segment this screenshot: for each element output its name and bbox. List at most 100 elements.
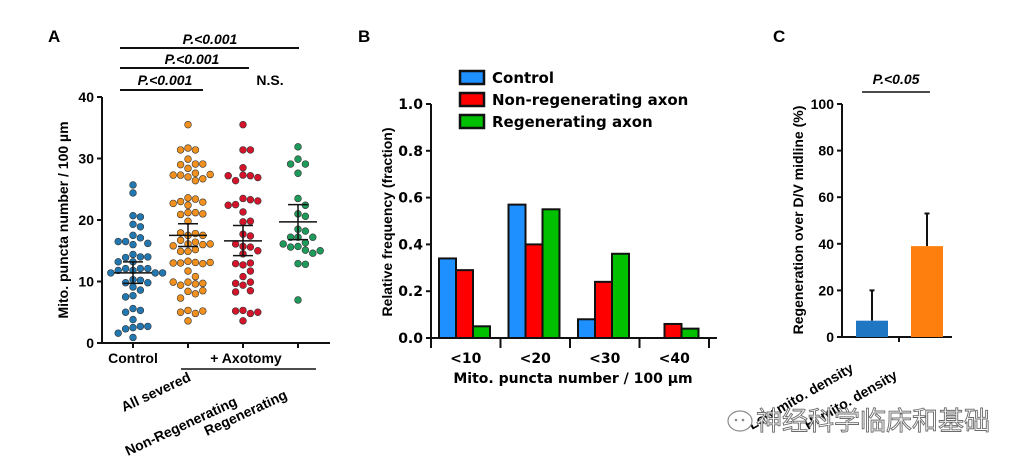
a-data-point-all-severed [184, 317, 192, 325]
a-data-point-all-severed [191, 238, 200, 246]
a-data-point-all-severed [169, 259, 177, 267]
a-data-point-non-regenerating [224, 201, 232, 209]
a-data-point-control [144, 322, 152, 331]
a-data-point-non-regenerating [254, 173, 262, 182]
a-data-point-all-severed [199, 259, 207, 268]
c-ytick-label: 60 [818, 189, 834, 205]
a-data-point-non-regenerating [246, 217, 255, 225]
a-data-point-all-severed [199, 175, 207, 183]
a-data-point-regenerating [294, 143, 302, 151]
c-bar-hi [911, 246, 943, 337]
panel-a: 0 10 20 30 40 Mito. puncta number / 100 µm P… [55, 31, 330, 459]
a-data-point-all-severed [176, 160, 185, 169]
a-data-point-all-severed [176, 308, 185, 316]
b-bar-regenerating-axon [680, 327, 700, 340]
a-data-point-regenerating [294, 169, 302, 177]
a-ytick-label: 0 [86, 335, 94, 351]
a-data-point-all-severed [206, 258, 214, 267]
a-data-point-control [114, 329, 122, 337]
a-data-point-non-regenerating [231, 288, 240, 296]
b-xtick-label: <10 [450, 351, 481, 367]
b-legend-swatch [458, 91, 486, 108]
b-bar-control [438, 257, 457, 339]
b-bar-regenerating-axon [611, 252, 630, 339]
a-data-point-regenerating [301, 227, 310, 235]
a-data-point-all-severed [176, 210, 185, 219]
a-data-point-non-regenerating [254, 247, 262, 255]
a-data-point-control [107, 269, 115, 277]
b-xtick-label: <20 [520, 351, 551, 367]
a-data-point-all-severed [184, 306, 192, 315]
a-ytick-label: 10 [78, 274, 94, 290]
a-data-point-control [136, 286, 145, 294]
a-data-point-non-regenerating [231, 259, 240, 268]
a-data-point-control [144, 279, 152, 287]
b-bar-non-regenerating-axon [455, 269, 474, 340]
panel-letter-a: A [48, 27, 60, 46]
a-data-point-control [129, 304, 137, 313]
c-ytick-label: 20 [818, 282, 834, 298]
b-bar-regenerating-axon [472, 325, 491, 339]
b-ytick-label: 0.6 [398, 191, 423, 207]
a-data-point-regenerating [301, 212, 310, 221]
a-data-point-all-severed [199, 287, 207, 295]
a-data-point-non-regenerating [231, 200, 240, 209]
a-data-point-control [136, 234, 145, 242]
a-data-point-control [129, 181, 137, 189]
b-bar-control [507, 203, 527, 339]
a-data-point-control [129, 189, 137, 197]
a-data-point-control [129, 250, 137, 259]
b-ytick-label: 0.0 [398, 331, 423, 347]
a-data-point-all-severed [206, 240, 214, 248]
b-ytick-label: 1.0 [398, 97, 423, 113]
b-bar-control [577, 318, 596, 339]
a-data-point-control [129, 323, 137, 332]
a-data-point-control [144, 253, 152, 261]
a-data-point-all-severed [191, 160, 200, 168]
panel-b: 0.0 0.2 0.4 0.6 0.8 1.0 <10 <20 <30 <40 Relative… [379, 69, 717, 387]
a-data-point-control [129, 283, 137, 291]
a-data-point-regenerating [279, 240, 287, 248]
a-data-point-non-regenerating [246, 172, 255, 180]
a-data-point-all-severed [169, 171, 177, 179]
b-bar-regenerating-axon [541, 208, 561, 339]
a-data-point-non-regenerating [231, 176, 240, 185]
a-data-point-control [121, 293, 130, 301]
a-data-point-all-severed [176, 146, 185, 154]
a-data-point-all-severed [184, 164, 192, 173]
a-data-point-control [121, 308, 130, 316]
a-data-point-control [144, 239, 152, 248]
a-data-point-control [136, 264, 145, 273]
a-data-point-all-severed [199, 160, 207, 168]
a-data-point-regenerating [316, 247, 324, 255]
watermark: 神经科学临床和基础 [727, 407, 990, 437]
a-data-point-control [144, 264, 152, 273]
watermark-text: 神经科学临床和基础 [756, 407, 990, 437]
a-data-point-control [121, 264, 130, 273]
a-data-point-non-regenerating [239, 120, 247, 129]
panel-c: 0 20 40 60 80 100 Regeneration over D/V midli… [746, 71, 952, 433]
b-bar-non-regenerating-axon [663, 322, 683, 339]
a-data-point-non-regenerating [254, 197, 262, 205]
a-data-point-regenerating [286, 233, 295, 241]
a-data-point-control [136, 223, 145, 231]
a-data-point-non-regenerating [246, 278, 255, 286]
a-data-point-all-severed [176, 294, 185, 302]
a-sig-label-2: P.<0.001 [165, 51, 220, 67]
a-data-point-non-regenerating [254, 308, 262, 316]
c-y-label: Regeneration over D/V midline (%) [790, 106, 806, 335]
c-sig-label: P.<0.05 [873, 71, 920, 87]
a-data-point-all-severed [191, 195, 200, 203]
a-data-point-control [129, 220, 137, 229]
a-data-point-control [136, 322, 145, 331]
a-data-point-all-severed [169, 199, 177, 208]
a-data-point-all-severed [176, 171, 185, 179]
a-data-point-all-severed [191, 258, 200, 267]
a-data-point-control [121, 325, 130, 333]
a-data-point-non-regenerating [239, 146, 247, 154]
a-data-point-regenerating [294, 242, 302, 251]
c-ytick-label: 40 [818, 236, 834, 252]
a-data-point-all-severed [176, 197, 185, 206]
a-data-point-all-severed [184, 287, 192, 296]
